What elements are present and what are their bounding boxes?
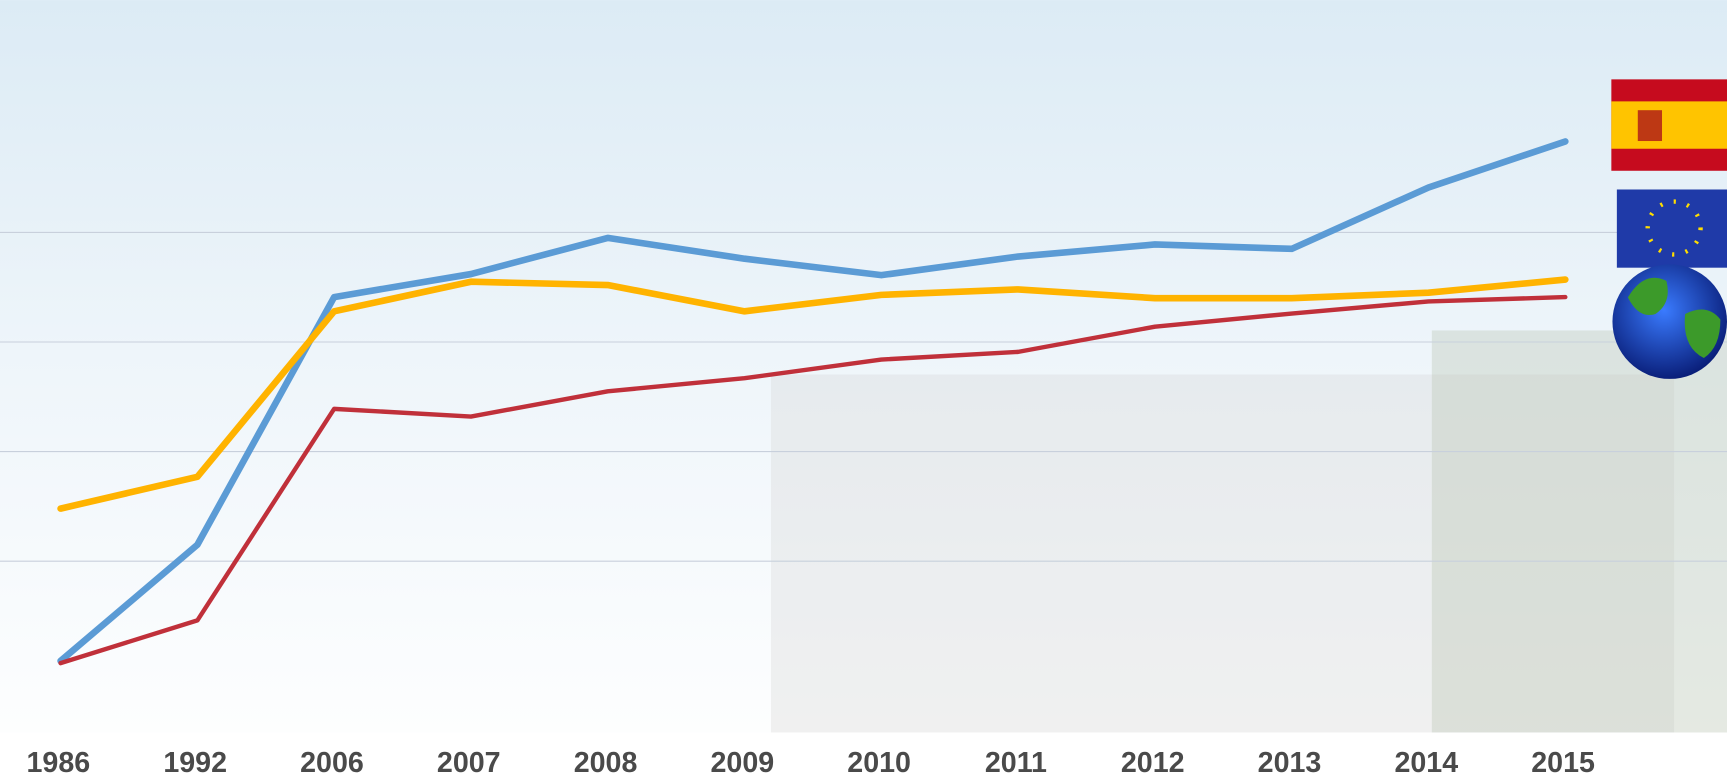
x-tick-label: 2009 xyxy=(711,747,775,779)
x-tick-label: 2014 xyxy=(1394,747,1458,779)
tree-backdrop xyxy=(1431,330,1727,733)
series-line xyxy=(58,294,1568,666)
x-tick-label: 2015 xyxy=(1531,747,1595,779)
x-tick-label: 2012 xyxy=(1121,747,1185,779)
x-tick-label: 2010 xyxy=(847,747,911,779)
globe-icon xyxy=(1612,264,1727,379)
plot-area xyxy=(0,138,1727,666)
x-tick-label: 2011 xyxy=(985,747,1047,779)
series-line xyxy=(57,276,1569,512)
x-tick-label: 2008 xyxy=(574,747,638,779)
x-tick-label: 2007 xyxy=(437,747,501,779)
flag-eu xyxy=(1616,189,1727,268)
x-tick-label: 2006 xyxy=(300,747,364,779)
axis-band xyxy=(0,732,1727,781)
x-tick-label: 1992 xyxy=(163,747,227,779)
x-tick-label: 2013 xyxy=(1258,747,1322,779)
building-backdrop xyxy=(770,374,1675,733)
flag-spain xyxy=(1611,79,1727,171)
x-tick-label: 1986 xyxy=(27,747,91,779)
